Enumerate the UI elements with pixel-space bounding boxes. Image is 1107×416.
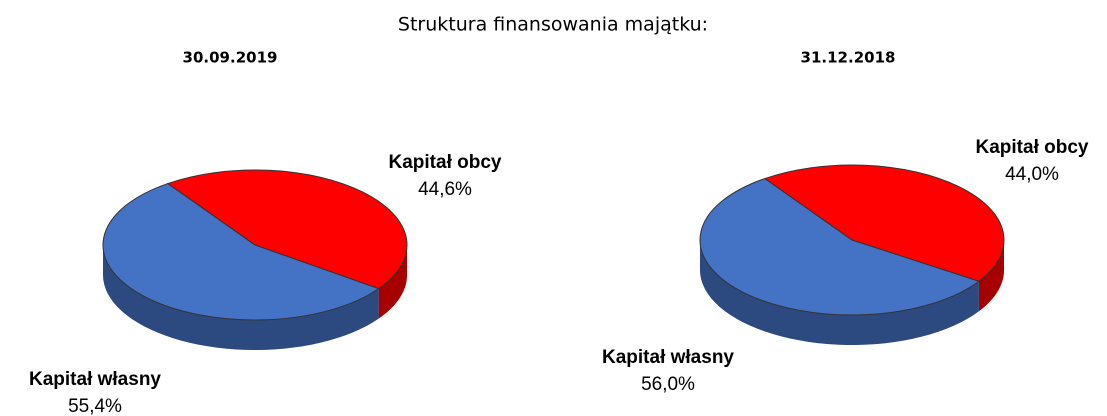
chart-title: 31.12.2018 xyxy=(801,49,896,67)
category-label: Kapitał własny xyxy=(602,347,734,368)
slice-shade xyxy=(378,245,407,319)
slice-shade xyxy=(700,240,979,345)
slice-shade xyxy=(103,245,379,350)
slice-side xyxy=(378,245,407,319)
slice-side xyxy=(103,245,379,350)
value-label: 56,0% xyxy=(641,374,695,395)
chart-title: 30.09.2019 xyxy=(183,49,278,67)
slice xyxy=(102,183,380,321)
slice-shade xyxy=(978,240,1004,312)
category-label: Kapitał obcy xyxy=(976,137,1089,158)
slice-side xyxy=(978,240,1004,312)
category-label: Kapitał własny xyxy=(29,369,161,390)
value-label: 55,4% xyxy=(68,396,122,416)
slice xyxy=(166,169,408,290)
value-label: 44,0% xyxy=(1005,164,1059,185)
page-title: Struktura finansowania majątku: xyxy=(398,14,708,36)
slice-side xyxy=(700,240,979,345)
slice xyxy=(699,178,980,316)
category-label: Kapitał obcy xyxy=(389,152,502,173)
slice xyxy=(763,164,1005,282)
value-label: 44,6% xyxy=(418,179,472,200)
